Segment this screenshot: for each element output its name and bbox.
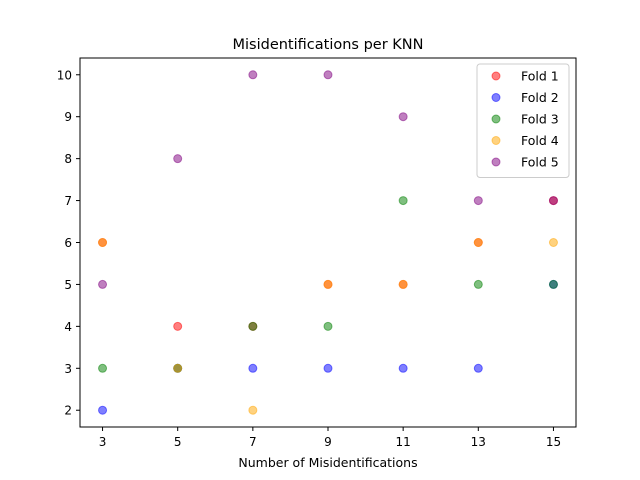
x-tick-label: 11 bbox=[396, 435, 411, 449]
legend-box bbox=[476, 63, 570, 178]
y-tick-label: 7 bbox=[64, 194, 72, 208]
data-point-fold-5 bbox=[248, 70, 258, 80]
x-tick-label: 7 bbox=[249, 435, 257, 449]
chart-title: Misidentifications per KNN bbox=[233, 37, 424, 53]
x-tick-label: 5 bbox=[174, 435, 182, 449]
y-tick-label: 5 bbox=[64, 278, 72, 292]
data-point-fold-2 bbox=[248, 363, 258, 373]
data-point-fold-5 bbox=[98, 279, 108, 289]
x-tick-label: 15 bbox=[546, 435, 561, 449]
y-tick-label: 4 bbox=[64, 320, 72, 334]
y-tick-label: 2 bbox=[64, 404, 72, 418]
data-point-fold-2 bbox=[98, 405, 108, 415]
y-tick-label: 10 bbox=[57, 68, 72, 82]
data-point-fold-4 bbox=[98, 238, 108, 247]
legend-label: Fold 3 bbox=[521, 112, 559, 127]
data-point-fold-4 bbox=[323, 279, 333, 289]
legend-label: Fold 2 bbox=[521, 90, 559, 105]
data-point-fold-5 bbox=[398, 112, 408, 122]
data-point-fold-3 bbox=[98, 363, 108, 373]
data-point-fold-4 bbox=[398, 279, 408, 289]
data-point-fold-5 bbox=[473, 196, 483, 206]
data-point-fold-1 bbox=[173, 321, 183, 331]
data-point-fold-2 bbox=[473, 363, 483, 373]
data-point-fold-5 bbox=[548, 196, 558, 206]
legend-marker bbox=[491, 114, 501, 124]
data-point-fold-2 bbox=[323, 363, 333, 373]
legend-marker bbox=[491, 157, 501, 167]
legend-label: Fold 5 bbox=[521, 155, 559, 170]
data-point-fold-4 bbox=[473, 238, 483, 247]
legend: Fold 1 Fold 2 Fold 3 Fold 4 Fold 5 bbox=[476, 63, 570, 178]
data-point-fold-5 bbox=[173, 154, 183, 164]
data-point-fold-4 bbox=[173, 363, 183, 373]
y-axis-ticks: 2 3 4 5 6 7 8 9 10 bbox=[57, 68, 80, 418]
data-point-fold-4 bbox=[248, 405, 258, 415]
legend-label: Fold 4 bbox=[521, 133, 559, 148]
legend-marker bbox=[491, 136, 501, 145]
data-point-fold-3 bbox=[323, 321, 333, 331]
x-axis-label: Number of Misidentifications bbox=[238, 455, 417, 470]
data-point-fold-3 bbox=[398, 196, 408, 206]
legend-marker bbox=[491, 71, 501, 81]
y-tick-label: 6 bbox=[64, 236, 72, 250]
data-point-fold-3 bbox=[548, 279, 558, 289]
data-point-fold-5 bbox=[323, 70, 333, 80]
y-tick-label: 9 bbox=[64, 110, 72, 124]
y-tick-label: 8 bbox=[64, 152, 72, 166]
x-axis-ticks: 3 5 7 9 11 13 15 bbox=[99, 427, 561, 449]
data-point-fold-2 bbox=[398, 363, 408, 373]
x-tick-label: 3 bbox=[99, 435, 107, 449]
data-point-fold-3 bbox=[473, 279, 483, 289]
legend-label: Fold 1 bbox=[521, 69, 559, 84]
data-point-fold-4 bbox=[548, 238, 558, 247]
x-tick-label: 13 bbox=[471, 435, 486, 449]
data-point-fold-3 bbox=[248, 321, 258, 331]
x-tick-label: 9 bbox=[324, 435, 332, 449]
y-tick-label: 3 bbox=[64, 362, 72, 376]
legend-marker bbox=[491, 93, 501, 102]
data-points bbox=[98, 70, 558, 415]
